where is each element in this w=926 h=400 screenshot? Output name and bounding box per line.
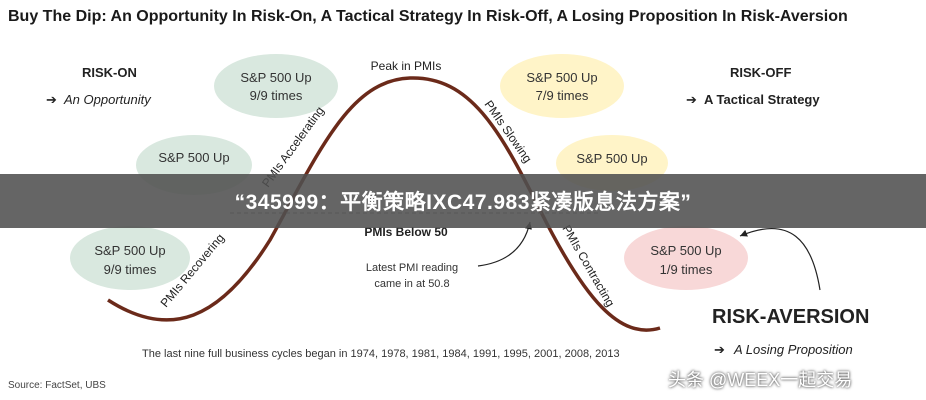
- risk-off-subtitle: A Tactical Strategy: [704, 92, 820, 107]
- bubble-early-expansion-title: S&P 500 Up: [158, 150, 229, 165]
- bubble-contracting-title: S&P 500 Up: [650, 243, 721, 258]
- cycle-curve: [107, 76, 661, 332]
- bubble-late-slowdown-title: S&P 500 Up: [576, 151, 647, 166]
- page-title: Buy The Dip: An Opportunity In Risk-On, …: [8, 8, 848, 25]
- overlay-banner-text: “345999：平衡策略IXC47.983紧凑版息法方案”: [234, 191, 692, 214]
- risk-aversion-heading: RISK-AVERSION: [712, 306, 869, 328]
- bubble-contracting-count: 1/9 times: [660, 262, 713, 277]
- bubble-accelerating: [214, 54, 338, 118]
- bubble-slowing: [500, 54, 624, 118]
- peak-label: Peak in PMIs: [371, 59, 442, 73]
- risk-on-subtitle: An Opportunity: [63, 92, 152, 107]
- latest-pmi-label-line1: Latest PMI reading: [366, 262, 458, 274]
- risk-aversion-arrow-icon: ➔: [714, 342, 725, 357]
- pmis-below-50-label: PMIs Below 50: [364, 225, 448, 239]
- bubble-recovering: [70, 226, 190, 290]
- bubble-slowing-title: S&P 500 Up: [526, 70, 597, 85]
- source-note: Source: FactSet, UBS: [8, 380, 106, 391]
- risk-off-arrow-icon: ➔: [686, 92, 697, 107]
- watermark: 头条 @WEEX一起交易: [668, 370, 853, 390]
- bubble-accelerating-count: 9/9 times: [250, 88, 303, 103]
- risk-aversion-subtitle: A Losing Proposition: [733, 342, 853, 357]
- risk-on-heading: RISK-ON: [82, 65, 137, 80]
- bubble-recovering-title: S&P 500 Up: [94, 243, 165, 258]
- overlay-banner: “345999：平衡策略IXC47.983紧凑版息法方案”: [0, 174, 926, 228]
- latest-pmi-arrow: [477, 221, 532, 267]
- risk-on-arrow-icon: ➔: [46, 92, 57, 107]
- latest-pmi-label-line2: came in at 50.8: [374, 278, 449, 290]
- bubble-accelerating-title: S&P 500 Up: [240, 70, 311, 85]
- risk-aversion-arrow: [739, 227, 821, 291]
- bubble-contracting: [624, 226, 748, 290]
- bubble-recovering-count: 9/9 times: [104, 262, 157, 277]
- pmis-contracting-label: PMIs Contracting: [559, 223, 617, 310]
- risk-off-heading: RISK-OFF: [730, 65, 791, 80]
- cycles-footnote: The last nine full business cycles began…: [142, 348, 620, 360]
- bubble-slowing-count: 7/9 times: [536, 88, 589, 103]
